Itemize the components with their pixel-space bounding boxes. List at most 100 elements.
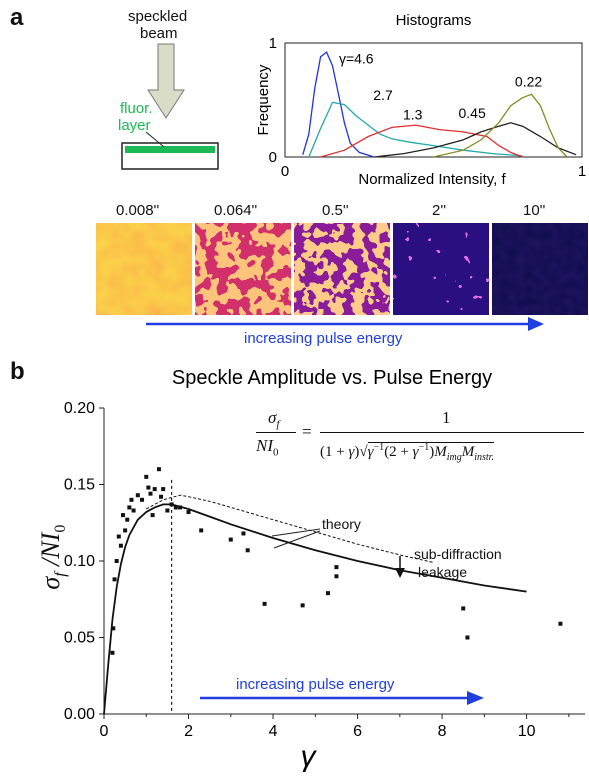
data-point xyxy=(125,517,130,522)
data-point xyxy=(169,502,174,507)
hist-series-line xyxy=(320,124,523,158)
data-point xyxy=(300,603,305,608)
strip-arrow-head-icon xyxy=(528,317,544,331)
data-point xyxy=(165,508,170,513)
data-point xyxy=(334,574,339,579)
main-x-tick-label: 2 xyxy=(184,723,193,740)
hist-x-tick-label: 0 xyxy=(281,163,289,180)
data-point xyxy=(245,548,250,553)
exposure-label-1: 0.008'' xyxy=(116,202,160,219)
histogram-chart: Histograms Normalized Intensity, f Frequen… xyxy=(255,12,586,188)
layer-label-2: layer xyxy=(118,117,151,134)
data-point xyxy=(116,534,121,539)
formula-lhs-bar xyxy=(256,432,296,433)
speckle-image-2 xyxy=(195,223,291,315)
data-point xyxy=(118,543,123,548)
exposure-label-3: 0.5'' xyxy=(322,202,349,219)
hist-series-line xyxy=(374,122,577,158)
data-point xyxy=(173,505,178,510)
data-point xyxy=(146,485,151,490)
hist-x-tick-label: 1 xyxy=(578,163,586,180)
speckle-image-5 xyxy=(492,223,588,315)
beam-arrow-icon xyxy=(147,43,185,119)
hist-series-label: 1.3 xyxy=(403,106,423,122)
hist-series-label: 0.45 xyxy=(458,105,485,121)
formula-rhs-bar xyxy=(320,432,584,433)
main-y-tick-label: 0.15 xyxy=(64,477,95,494)
data-point xyxy=(129,497,134,502)
data-point xyxy=(148,491,153,496)
data-point xyxy=(156,467,161,472)
main-y-tick-label: 0.10 xyxy=(64,553,95,570)
formula-equals: = xyxy=(302,422,312,441)
data-point xyxy=(131,508,136,513)
data-point xyxy=(144,474,149,479)
layer-label-1: fluor. xyxy=(120,100,153,117)
leakage-label-1: sub-diffraction xyxy=(414,546,502,562)
strip-arrow-label: increasing pulse energy xyxy=(244,330,403,347)
theory-label: theory xyxy=(322,516,361,532)
theory-pointer-1 xyxy=(271,528,321,537)
beam-label-1: speckled xyxy=(128,8,188,25)
theory-curve xyxy=(103,503,527,715)
leakage-label-2: leakage xyxy=(418,564,468,580)
main-x-tick-label: 4 xyxy=(269,723,278,740)
hist-y-tick-label: 1 xyxy=(269,35,277,52)
data-point xyxy=(159,494,164,499)
data-point xyxy=(140,497,145,502)
data-point xyxy=(135,493,140,498)
exposure-label-5: 10'' xyxy=(523,202,546,219)
formula-numerator: 1 xyxy=(442,408,451,427)
main-y-tick-label: 0.20 xyxy=(64,400,95,417)
hist-series-label: γ=4.6 xyxy=(339,51,374,67)
data-point xyxy=(262,601,267,606)
data-point xyxy=(241,531,246,536)
exposure-label-4: 2'' xyxy=(432,202,447,219)
data-point xyxy=(186,510,191,515)
data-point xyxy=(558,621,563,626)
hist-xlabel: Normalized Intensity, f xyxy=(358,171,506,188)
main-y-tick-label: 0.05 xyxy=(64,630,95,647)
formula: σf NI0 = 1 (1 + γ)√γ−1(2 + γ−1)MimgMinst… xyxy=(256,406,586,486)
data-point xyxy=(121,513,126,518)
theory-pointer-2 xyxy=(273,530,321,549)
main-ylabel: σf /NI0 xyxy=(35,524,70,590)
speckle-image-1 xyxy=(96,223,192,315)
beam-schematic xyxy=(121,43,219,170)
data-point xyxy=(461,606,466,611)
chart-arrow-label: increasing pulse energy xyxy=(236,676,395,693)
main-title: Speckle Amplitude vs. Pulse Energy xyxy=(172,367,492,389)
exposure-label-2: 0.064'' xyxy=(214,202,258,219)
main-xlabel: γ xyxy=(301,740,318,773)
data-point xyxy=(150,513,155,518)
chart-arrow-head-icon xyxy=(467,691,484,705)
formula-lhs-denominator: NI0 xyxy=(256,436,279,459)
hist-series-line xyxy=(302,51,375,158)
data-point xyxy=(161,487,166,492)
data-point xyxy=(127,505,132,510)
data-point xyxy=(111,626,116,631)
hist-y-tick-label: 0 xyxy=(269,149,277,166)
layer-pointer xyxy=(145,131,165,148)
theory-curve-ideal xyxy=(146,494,434,563)
main-x-tick-label: 6 xyxy=(353,723,362,740)
hist-series-label: 2.7 xyxy=(373,87,393,103)
hist-series-label: 0.22 xyxy=(515,73,542,89)
speckle-image-3 xyxy=(294,223,390,315)
data-point xyxy=(465,635,470,640)
data-point xyxy=(152,487,157,492)
data-point xyxy=(325,591,330,596)
hist-ylabel: Frequency xyxy=(255,64,272,135)
beam-label-2: beam xyxy=(140,25,178,42)
hist-series-line xyxy=(433,93,568,158)
data-point xyxy=(199,528,204,533)
data-point xyxy=(334,565,339,570)
speckle-image-4 xyxy=(393,223,489,315)
formula-lhs-numerator: σf xyxy=(268,408,280,431)
data-point xyxy=(228,537,233,542)
main-y-tick-label: 0.00 xyxy=(64,706,95,723)
panel-letter-a: a xyxy=(10,4,24,31)
data-point xyxy=(114,559,119,563)
